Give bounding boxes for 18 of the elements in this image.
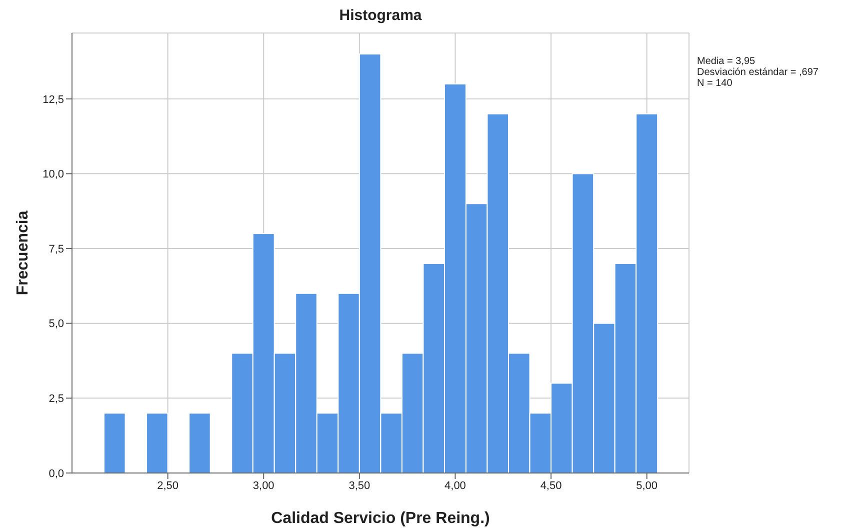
x-tick-label: 5,00	[636, 480, 658, 492]
x-tick-label: 3,00	[252, 480, 274, 492]
x-axis-title: Calidad Servicio (Pre Reing.)	[271, 510, 490, 527]
y-tick-label: 5,0	[48, 318, 64, 330]
y-tick-label: 12,5	[42, 94, 64, 106]
x-tick-label: 2,50	[157, 480, 179, 492]
y-tick-label: 0,0	[48, 468, 64, 480]
text: Media = 3,95	[697, 56, 756, 67]
x-tick-label: 4,00	[444, 480, 466, 492]
y-axis-title: Frecuencia	[14, 210, 32, 296]
y-tick-label: 7,5	[48, 243, 64, 256]
y-tick-label: 2,5	[48, 393, 64, 406]
chart-title: Histograma	[339, 7, 422, 24]
text: N = 140	[697, 78, 733, 89]
y-tick-label: 10,0	[42, 168, 64, 181]
x-tick-label: 3,50	[348, 480, 370, 492]
text: Desviación estándar = ,697	[697, 67, 819, 78]
x-tick-label: 4,50	[540, 480, 562, 492]
